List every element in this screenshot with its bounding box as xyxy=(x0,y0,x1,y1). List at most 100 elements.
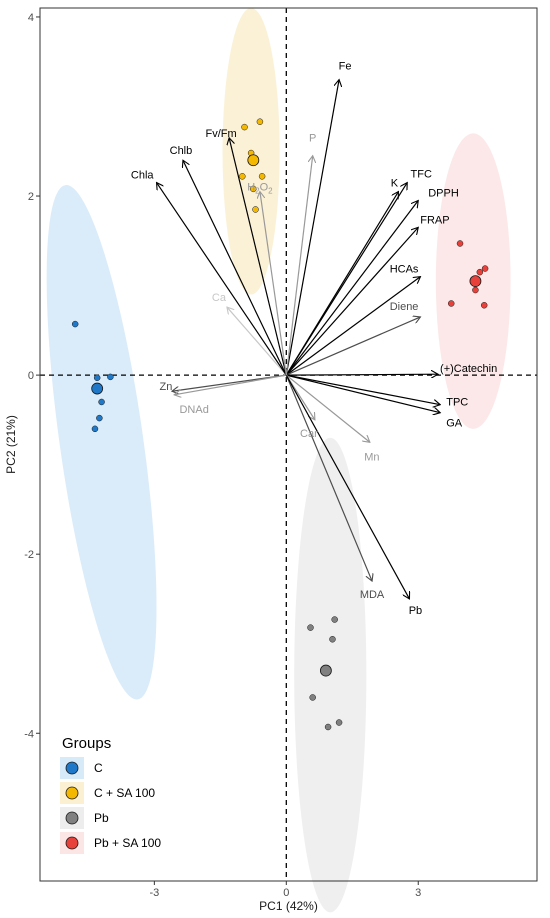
loading-arrow-diene xyxy=(286,317,420,376)
legend-label-c: C xyxy=(94,761,103,775)
loading-arrow-fv-fm xyxy=(229,138,287,376)
y-tick-label: 2 xyxy=(28,191,34,203)
loading-label-catechin: (+)Catechin xyxy=(440,363,497,375)
loading-arrow-dpph xyxy=(285,201,418,376)
point-c-sa-100 xyxy=(250,185,257,193)
loading-label-pb: Pb xyxy=(409,605,422,617)
loading-label-h2o2: H2O2 xyxy=(247,182,273,196)
loading-arrow-zn xyxy=(172,374,287,391)
legend: Groups C C + SA 100 Pb Pb + SA 100 xyxy=(60,735,161,854)
loading-labels: Fe TFC K DPPH FRAP HCAs Diene (+)Catechin TPC GA M… xyxy=(131,61,497,617)
centroid-pb xyxy=(319,664,332,677)
point-c-sa-100 xyxy=(252,206,259,213)
loading-arrow-pb xyxy=(285,374,409,599)
loading-arrow-p xyxy=(285,156,312,376)
y-tick-label: -4 xyxy=(24,728,34,740)
legend-marker-c xyxy=(65,761,79,775)
loading-label-frap: FRAP xyxy=(420,214,449,226)
loading-arrow-tpc xyxy=(286,374,440,405)
loading-label-p: P xyxy=(309,133,316,145)
point-c-sa-100 xyxy=(241,123,248,131)
reference-lines xyxy=(40,8,537,881)
legend-label-pb: Pb xyxy=(94,811,109,825)
loading-arrow-dnad xyxy=(174,374,287,395)
x-tick-label: 3 xyxy=(415,887,421,899)
y-tick-label: 0 xyxy=(28,370,34,382)
x-tick-label: 0 xyxy=(283,887,289,899)
point-c xyxy=(98,398,105,406)
point-c xyxy=(96,414,103,422)
centroid-c-sa-100 xyxy=(247,154,260,167)
loading-label-ca: Ca xyxy=(212,292,227,304)
loading-arrow-k xyxy=(285,192,398,376)
point-c-sa-100 xyxy=(239,173,246,180)
loading-arrow-catechin xyxy=(286,374,438,375)
point-pb-sa-100 xyxy=(480,302,488,309)
loading-label-fe: Fe xyxy=(339,61,352,73)
point-c-sa-100 xyxy=(258,173,266,180)
legend-marker-pb-sa-100 xyxy=(65,836,79,850)
loading-label-mda: MDA xyxy=(360,589,385,601)
loading-label-k: K xyxy=(391,178,399,190)
loading-arrow-hcas xyxy=(285,277,420,376)
ellipse-pb xyxy=(294,437,367,913)
loading-label-tpc: TPC xyxy=(446,397,468,409)
point-pb-sa-100 xyxy=(476,268,484,276)
point-pb xyxy=(309,694,316,701)
group-ellipses xyxy=(46,8,511,913)
loading-label-tfc: TFC xyxy=(411,169,432,181)
axis-ticks: -3 0 3 -4 -2 0 2 4 xyxy=(24,12,421,899)
loading-arrow-h2o2 xyxy=(260,192,287,376)
loading-label-ga: GA xyxy=(446,418,463,430)
y-axis-title: PC2 (21%) xyxy=(4,415,18,474)
point-pb xyxy=(324,723,332,731)
loading-label-dnad: DNAd xyxy=(179,404,208,416)
ellipse-c xyxy=(46,185,157,700)
loading-arrows xyxy=(157,80,441,599)
x-tick-label: -3 xyxy=(149,887,159,899)
point-pb-sa-100 xyxy=(481,265,489,272)
y-tick-label: -2 xyxy=(24,549,34,561)
legend-label-pb-sa-100: Pb + SA 100 xyxy=(94,836,161,850)
loading-label-dpph: DPPH xyxy=(428,188,459,200)
loading-arrow-chlb xyxy=(183,160,287,376)
loading-label-chla: Chla xyxy=(131,170,155,182)
y-tick-label: 4 xyxy=(28,12,34,24)
loading-label-zn: Zn xyxy=(160,381,173,393)
point-pb xyxy=(331,616,338,623)
point-pb xyxy=(329,635,336,643)
legend-marker-pb xyxy=(65,811,79,825)
point-pb-sa-100 xyxy=(472,286,479,294)
point-pb xyxy=(335,719,343,726)
point-pb-sa-100 xyxy=(456,240,464,247)
point-pb xyxy=(307,624,314,631)
centroid-pb-sa-100 xyxy=(469,275,482,287)
legend-label-c-sa-100: C + SA 100 xyxy=(94,786,155,800)
point-pb-sa-100 xyxy=(447,300,455,307)
loading-label-mn: Mn xyxy=(364,451,379,463)
loading-arrow-fe xyxy=(285,80,339,376)
point-c xyxy=(71,320,79,328)
point-c xyxy=(93,374,101,382)
legend-marker-c-sa-100 xyxy=(65,786,79,800)
score-points xyxy=(71,118,489,731)
loading-arrow-frap xyxy=(285,227,418,376)
loading-label-fv-fm: Fv/Fm xyxy=(206,128,237,140)
loading-label-diene: Diene xyxy=(390,301,419,313)
loading-arrow-chla xyxy=(157,183,287,376)
loading-arrow-ga xyxy=(286,374,440,413)
x-axis-title: PC1 (42%) xyxy=(259,899,318,913)
loading-arrow-mn xyxy=(285,374,370,442)
loading-label-chlb: Chlb xyxy=(170,145,193,157)
loading-arrow-ca xyxy=(227,307,287,376)
point-c xyxy=(107,373,114,381)
legend-title: Groups xyxy=(62,735,111,752)
point-c-sa-100 xyxy=(256,118,264,125)
point-c xyxy=(91,425,99,433)
legend-items: C C + SA 100 Pb Pb + SA 100 xyxy=(60,757,161,854)
plot-panel-border xyxy=(39,7,538,882)
centroid-c xyxy=(91,382,104,395)
loading-arrow-mda xyxy=(285,374,372,581)
loading-label-hcas: HCAs xyxy=(390,264,419,276)
